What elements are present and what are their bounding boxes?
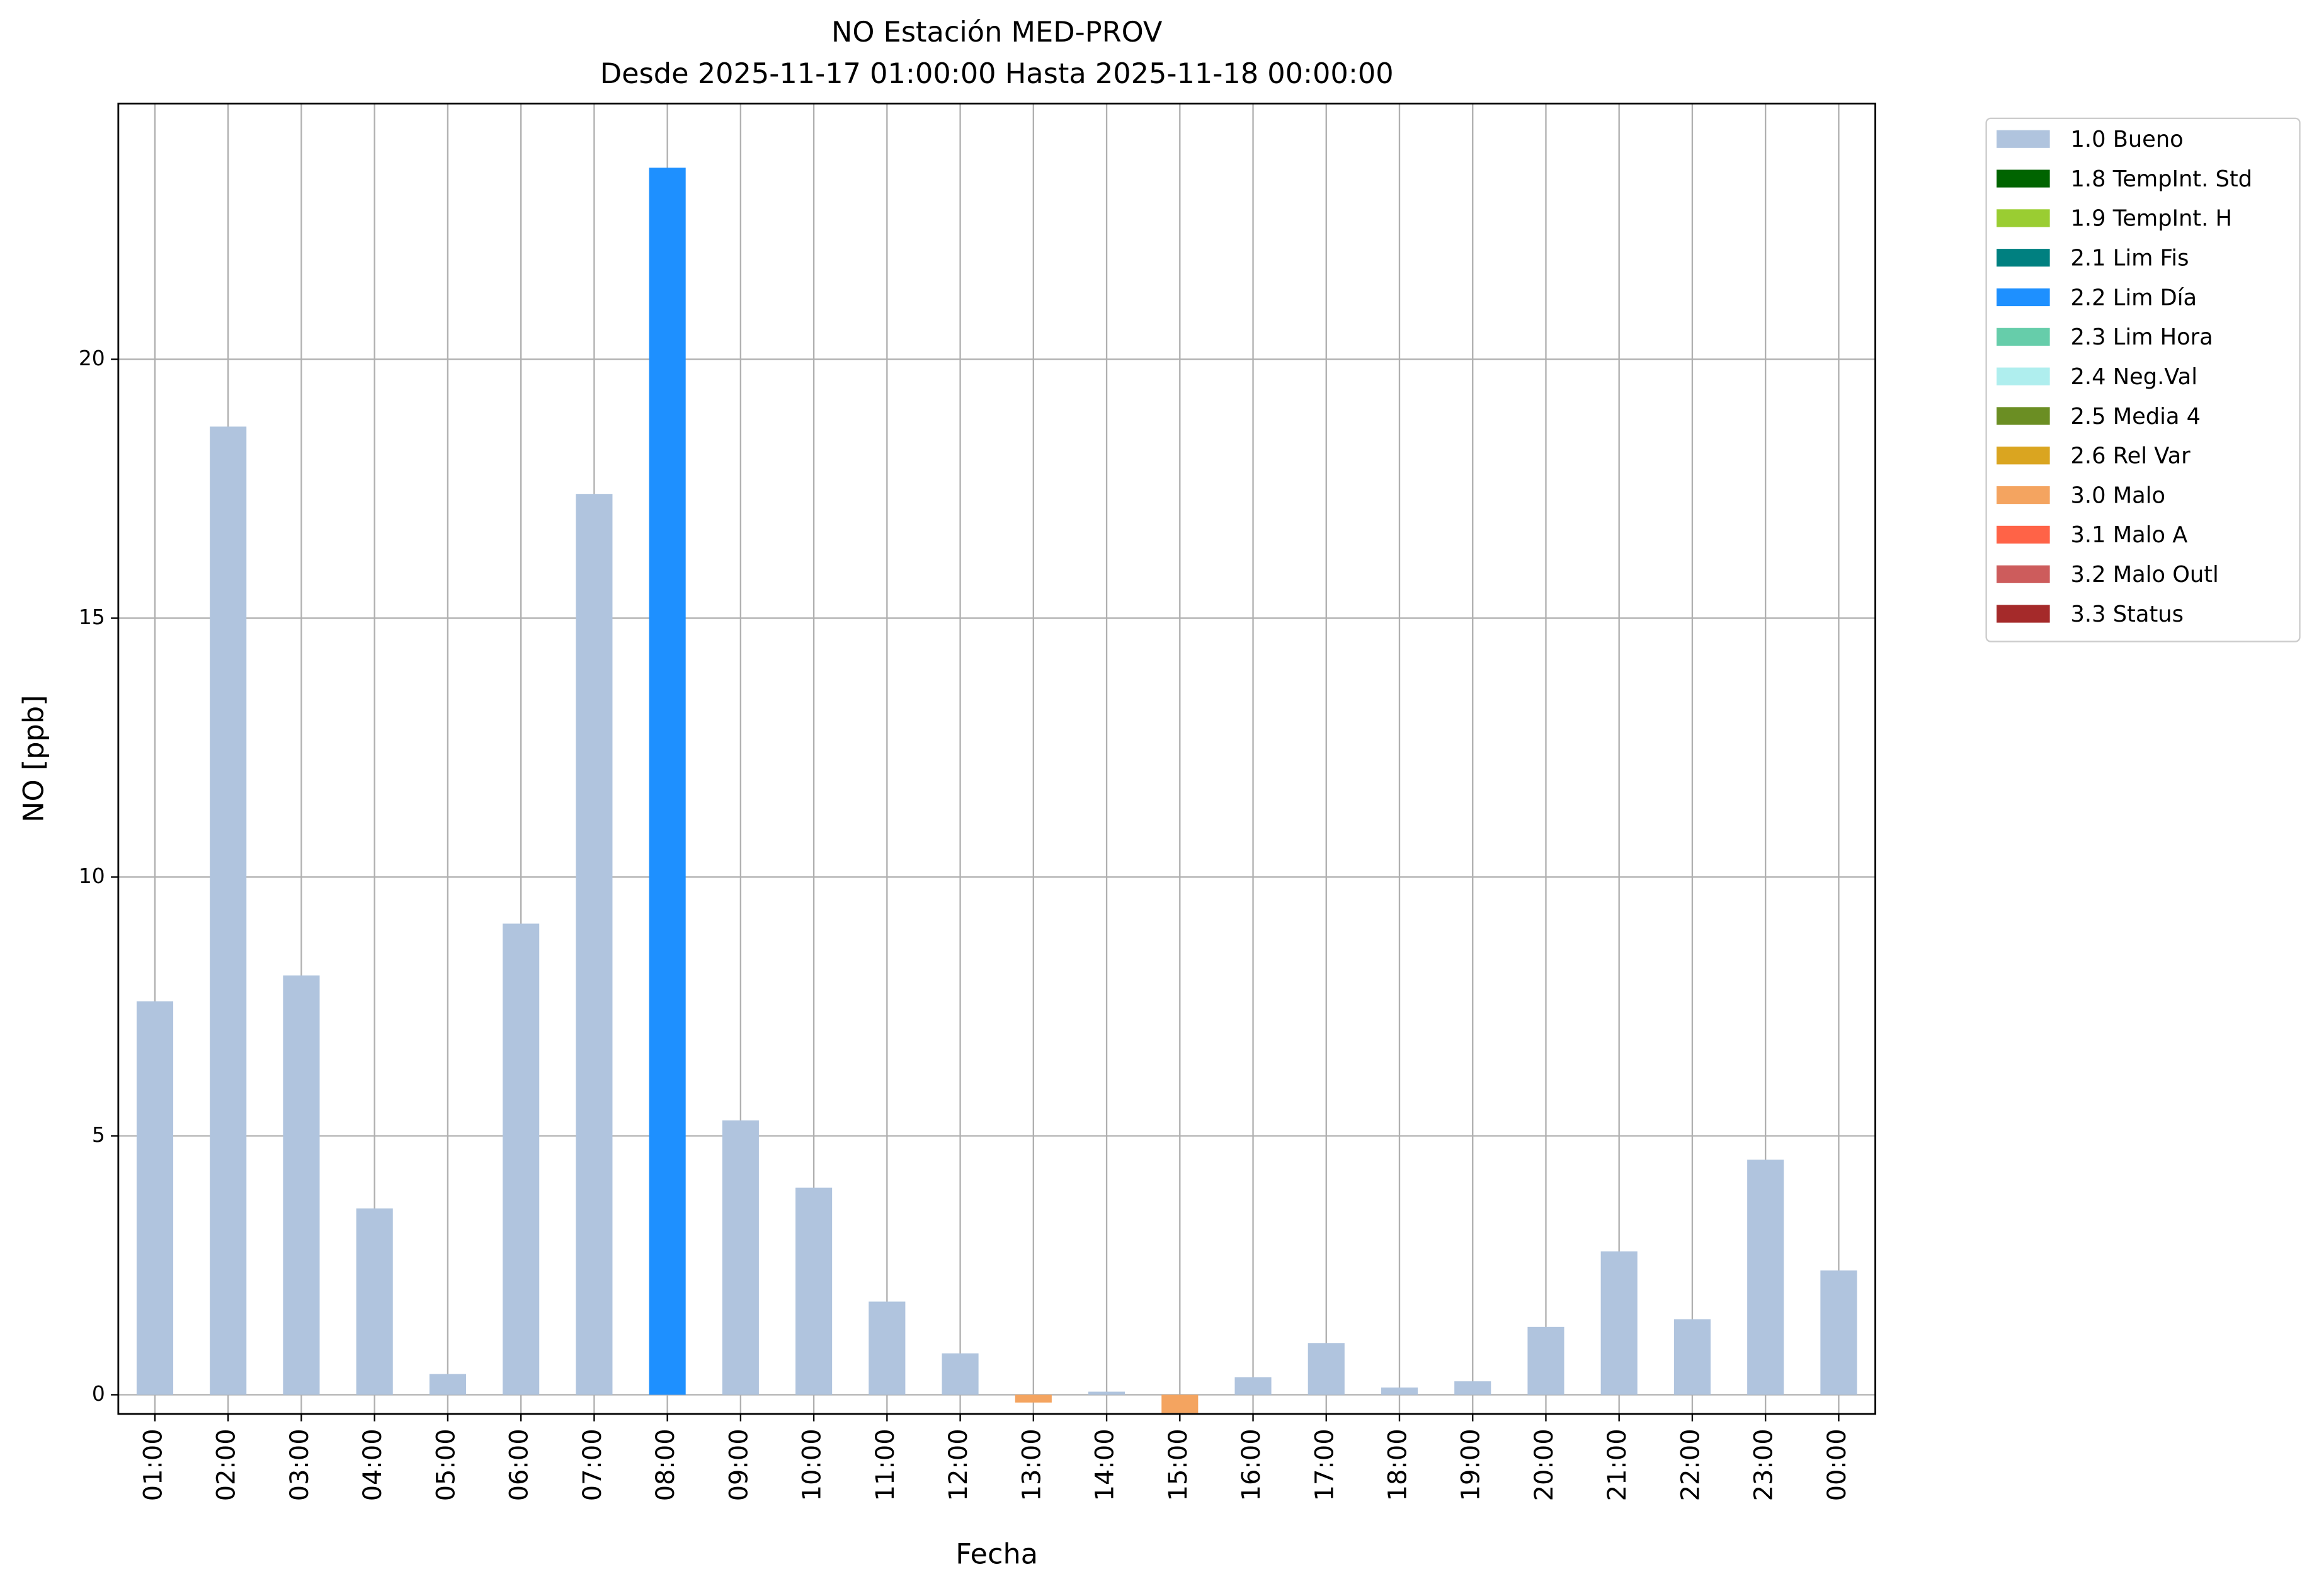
legend-label: 3.0 Malo — [2071, 482, 2166, 508]
legend-label: 3.1 Malo A — [2071, 522, 2188, 548]
legend-swatch — [1997, 407, 2050, 425]
x-tick-label: 11:00 — [871, 1428, 900, 1501]
legend-swatch — [1997, 249, 2050, 267]
legend-label: 3.2 Malo Outl — [2071, 562, 2219, 588]
bar — [1161, 1394, 1199, 1413]
x-tick-label: 08:00 — [651, 1428, 680, 1501]
bar — [722, 1120, 759, 1395]
bar — [356, 1208, 393, 1395]
bar — [649, 168, 686, 1395]
legend-swatch — [1997, 288, 2050, 307]
x-tick-label: 14:00 — [1091, 1428, 1120, 1501]
legend-swatch — [1997, 367, 2050, 385]
x-tick-label: 02:00 — [212, 1428, 241, 1501]
y-tick-label: 15 — [79, 605, 105, 629]
x-tick-label: 19:00 — [1457, 1428, 1486, 1501]
bar — [942, 1353, 979, 1395]
x-tick-label: 16:00 — [1237, 1428, 1266, 1501]
y-tick-label: 0 — [92, 1381, 105, 1406]
bar — [1673, 1319, 1711, 1395]
legend-label: 2.3 Lim Hora — [2071, 324, 2213, 350]
legend-label: 2.1 Lim Fis — [2071, 246, 2189, 271]
x-tick-label: 15:00 — [1164, 1428, 1193, 1501]
bar — [1381, 1387, 1418, 1395]
legend-label: 3.3 Status — [2071, 601, 2184, 627]
legend-label: 2.4 Neg.Val — [2071, 364, 2198, 390]
bar — [1308, 1343, 1345, 1395]
x-tick-label: 05:00 — [431, 1428, 460, 1501]
bar — [795, 1187, 833, 1395]
legend-label: 2.5 Media 4 — [2071, 404, 2201, 430]
bar — [1454, 1381, 1491, 1395]
x-tick-label: 21:00 — [1603, 1428, 1632, 1501]
bar — [1015, 1394, 1052, 1403]
x-tick-label: 07:00 — [578, 1428, 607, 1501]
legend-swatch — [1997, 565, 2050, 583]
x-tick-label: 23:00 — [1750, 1428, 1779, 1501]
x-axis-label: Fecha — [955, 1537, 1038, 1570]
legend-swatch — [1997, 328, 2050, 346]
legend-label: 2.6 Rel Var — [2071, 443, 2191, 469]
legend-label: 2.2 Lim Día — [2071, 285, 2197, 311]
bar — [869, 1301, 906, 1395]
plot-frame — [117, 102, 1876, 1415]
bar — [429, 1374, 466, 1395]
bar — [1600, 1251, 1638, 1395]
bar — [136, 1001, 174, 1395]
legend-label: 1.9 TempInt. H — [2071, 206, 2232, 232]
y-tick-label: 10 — [79, 864, 105, 888]
legend-label: 1.0 Bueno — [2071, 127, 2184, 152]
legend-swatch — [1997, 605, 2050, 623]
x-tick-label: 18:00 — [1383, 1428, 1412, 1501]
x-tick-label: 06:00 — [505, 1428, 534, 1501]
x-tick-label: 22:00 — [1676, 1428, 1705, 1501]
bar — [283, 975, 320, 1395]
bar — [1234, 1377, 1272, 1395]
x-tick-label: 20:00 — [1530, 1428, 1559, 1501]
bar — [1527, 1326, 1564, 1395]
legend-label: 1.8 TempInt. Std — [2071, 166, 2252, 192]
legend-swatch — [1997, 169, 2050, 188]
bar — [576, 494, 613, 1395]
bar — [1747, 1160, 1784, 1395]
bar — [210, 426, 247, 1395]
y-tick-label: 20 — [79, 346, 105, 370]
y-tick-label: 5 — [92, 1122, 105, 1147]
chart-title: NO Estación MED-PROV — [831, 16, 1163, 48]
bar — [1820, 1270, 1857, 1395]
x-tick-label: 09:00 — [724, 1428, 753, 1501]
x-tick-label: 10:00 — [798, 1428, 827, 1501]
legend-swatch — [1997, 209, 2050, 227]
legend-swatch — [1997, 447, 2050, 465]
y-axis-label: NO [ppb] — [17, 695, 50, 822]
x-tick-label: 03:00 — [285, 1428, 314, 1501]
legend-swatch — [1997, 525, 2050, 544]
legend-swatch — [1997, 130, 2050, 148]
x-tick-label: 01:00 — [139, 1428, 168, 1501]
x-tick-label: 04:00 — [358, 1428, 387, 1501]
x-tick-label: 12:00 — [944, 1428, 973, 1501]
legend-box — [1985, 117, 2301, 642]
legend-swatch — [1997, 486, 2050, 504]
x-tick-label: 13:00 — [1017, 1428, 1046, 1501]
x-tick-label: 17:00 — [1310, 1428, 1339, 1501]
bar — [503, 923, 540, 1395]
x-tick-label: 00:00 — [1823, 1428, 1852, 1501]
chart-subtitle: Desde 2025-11-17 01:00:00 Hasta 2025-11-… — [600, 57, 1394, 90]
bar — [1088, 1391, 1125, 1395]
